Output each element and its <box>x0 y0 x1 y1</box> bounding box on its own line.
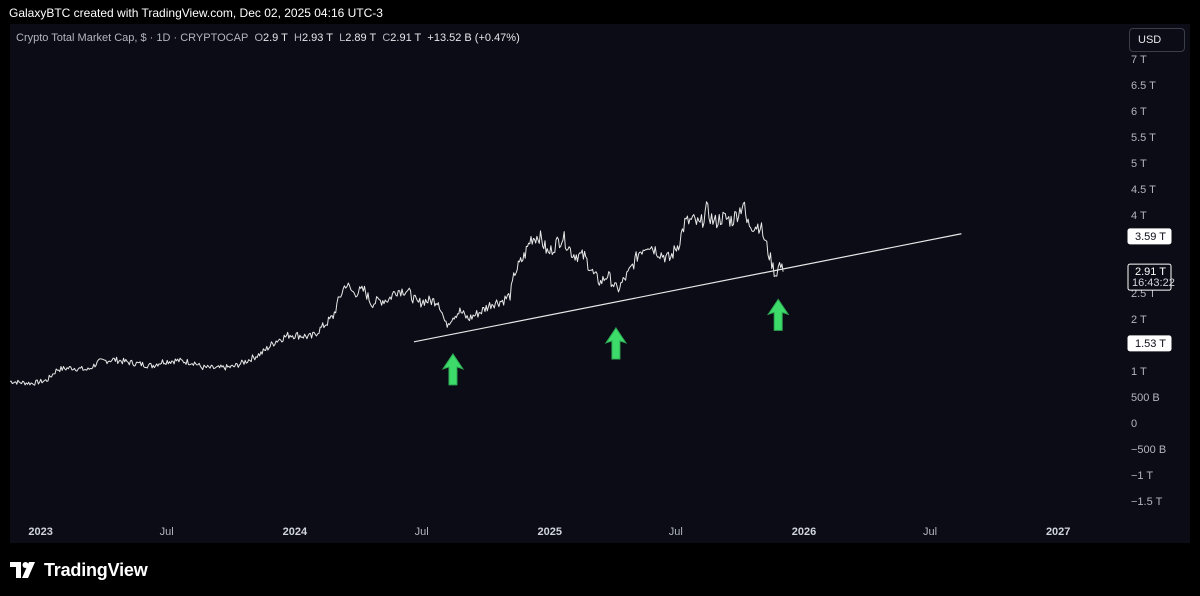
legend-high-value: 2.93 T <box>301 32 333 44</box>
x-tick-label-4: 2025 <box>538 526 562 538</box>
y-tick-label-13: −1 T <box>1131 470 1153 482</box>
x-tick-label-5: Jul <box>669 526 683 538</box>
x-tick-label-0: 2023 <box>28 526 52 538</box>
tradingview-wordmark: TradingView <box>44 559 148 580</box>
chart-caption: GalaxyBTC created with TradingView.com, … <box>9 6 383 20</box>
up-arrow-annotation-2-icon <box>604 327 628 360</box>
y-tick-label-2: 6 T <box>1131 106 1147 118</box>
y-tick-label-6: 4 T <box>1131 210 1147 222</box>
x-tick-label-1: Jul <box>160 526 174 538</box>
y-tick-label-7: 2.5 T <box>1131 288 1156 300</box>
y-tick-label-0: 7 T <box>1131 54 1147 66</box>
up-arrow-annotation-1-icon <box>441 353 465 386</box>
legend-close-value: 2.91 T <box>390 32 422 44</box>
price-series-line <box>10 201 784 386</box>
price-badge-label-2: 1.53 T <box>1135 338 1166 350</box>
x-tick-label-6: 2026 <box>792 526 816 538</box>
price-badge-label-1: 2.91 T <box>1135 266 1166 278</box>
price-badge-sublabel-1: 16:43:22 <box>1132 277 1175 289</box>
price-badge-label-0: 3.59 T <box>1135 231 1166 243</box>
y-tick-label-5: 4.5 T <box>1131 184 1156 196</box>
price-badge-2 <box>1127 335 1172 352</box>
tradingview-logo-icon <box>10 562 35 578</box>
price-badge-0 <box>1127 228 1172 245</box>
price-chart[interactable]: 7 T 6.5 T 6 T 5.5 T 5 T 4.5 T 4 T 2.5 T 2 T 1 T 50… <box>10 24 1190 543</box>
x-tick-label-3: Jul <box>415 526 429 538</box>
legend-symbol: Crypto Total Market Cap, $ · 1D · CRYPTO… <box>16 32 249 44</box>
support-trendline <box>413 233 962 343</box>
price-badge-1 <box>1127 263 1172 291</box>
x-tick-label-7: Jul <box>923 526 937 538</box>
y-tick-label-11: 0 <box>1131 418 1137 430</box>
legend-open-label: O <box>254 32 263 44</box>
y-tick-label-4: 5 T <box>1131 158 1147 170</box>
legend-low-value: 2.89 T <box>345 32 377 44</box>
y-tick-label-3: 5.5 T <box>1131 132 1156 144</box>
tradingview-brand: TradingView <box>10 558 148 582</box>
y-tick-label-9: 1 T <box>1131 366 1147 378</box>
x-tick-label-8: 2027 <box>1046 526 1070 538</box>
currency-button[interactable]: USD <box>1129 28 1185 52</box>
y-tick-label-8: 2 T <box>1131 314 1147 326</box>
y-tick-label-14: −1.5 T <box>1131 496 1163 508</box>
symbol-legend: Crypto Total Market Cap, $ · 1D · CRYPTO… <box>16 32 520 44</box>
y-tick-label-12: −500 B <box>1131 444 1166 456</box>
legend-low-label: L <box>339 32 346 44</box>
up-arrow-annotation-3-icon <box>766 298 790 331</box>
legend-change-value: +13.52 B (+0.47%) <box>427 32 520 44</box>
y-tick-label-1: 6.5 T <box>1131 80 1156 92</box>
legend-high-label: H <box>294 32 302 44</box>
chart-panel[interactable]: 7 T 6.5 T 6 T 5.5 T 5 T 4.5 T 4 T 2.5 T 2 T 1 T 50… <box>10 24 1190 543</box>
y-tick-label-10: 500 B <box>1131 392 1160 404</box>
legend-close-label: C <box>382 32 391 44</box>
x-tick-label-2: 2024 <box>283 526 308 538</box>
legend-open-value: 2.9 T <box>263 32 288 44</box>
